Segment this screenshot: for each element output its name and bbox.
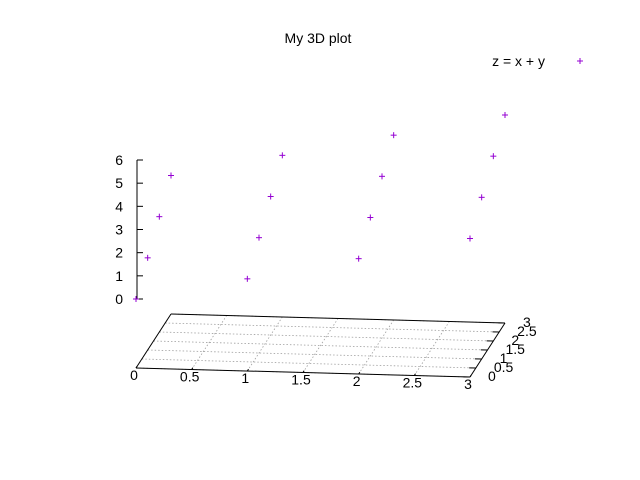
x-tick-mark-0 — [135, 365, 138, 369]
z-tick-label-3: 3 — [115, 222, 123, 238]
data-point-0-3 — [168, 172, 174, 179]
x-tick-label-1: 0.5 — [180, 369, 200, 385]
x-tick-mark-3 — [302, 370, 305, 373]
y-tick-label-5: 2.5 — [517, 323, 537, 339]
data-points — [133, 112, 508, 302]
data-point-0-0 — [133, 296, 139, 302]
x-tick-mark-5 — [413, 373, 416, 376]
y-tick-label-1: 0.5 — [494, 359, 514, 375]
x-tick-label-4: 2 — [353, 373, 361, 389]
y-axis-tick-labels: 00.511.522.53 — [488, 314, 537, 384]
base-back-edge — [170, 313, 506, 324]
data-point-0-15 — [502, 112, 508, 118]
x-tick-mark-6 — [469, 374, 472, 378]
data-point-0-11 — [390, 132, 397, 139]
data-point-0-14 — [490, 153, 497, 160]
data-point-0-5 — [256, 234, 262, 241]
x-axis-tick-labels: 0 0.5 1 1.5 2 2.5 3 — [130, 367, 472, 392]
y-tick-label-0: 0 — [488, 368, 496, 384]
x-tick-mark-4 — [358, 371, 361, 375]
data-point-0-13 — [478, 194, 485, 201]
data-point-0-6 — [267, 193, 274, 200]
y-tick-label-4: 2 — [511, 332, 519, 348]
z-tick-label-5: 5 — [115, 175, 123, 191]
grid-line-x-2 — [246, 316, 283, 372]
grid-line-x-5 — [413, 321, 450, 376]
x-tick-label-2: 1 — [241, 370, 249, 386]
z-tick-label-2: 2 — [115, 245, 123, 261]
z-tick-label-4: 4 — [115, 198, 123, 214]
y-tick-label-6: 3 — [523, 314, 531, 330]
chart-title: My 3D plot — [285, 30, 352, 46]
grid-line-x-1 — [191, 315, 228, 370]
data-point-0-4 — [244, 275, 251, 282]
z-axis-tick-labels: 0 1 2 3 4 5 6 — [115, 152, 123, 307]
z-tick-label-1: 1 — [115, 268, 123, 284]
data-point-0-9 — [367, 214, 374, 221]
x-tick-mark-2 — [246, 368, 249, 372]
x-tick-label-3: 1.5 — [291, 372, 311, 388]
base-left-edge — [135, 313, 172, 369]
legend-marker-plus — [577, 58, 583, 64]
x-tick-mark-1 — [191, 367, 194, 370]
grid-line-x-3 — [302, 318, 339, 373]
legend: z = x + y — [492, 53, 583, 69]
data-point-0-12 — [467, 235, 473, 242]
data-point-0-8 — [355, 255, 362, 262]
data-point-0-1 — [144, 254, 151, 261]
y-tick-label-3: 1.5 — [506, 341, 526, 357]
data-point-0-10 — [379, 173, 385, 180]
data-point-0-2 — [156, 213, 163, 220]
legend-marker — [577, 58, 583, 64]
axes — [135, 159, 506, 378]
legend-label: z = x + y — [492, 53, 545, 69]
y-tick-label-2: 1 — [500, 350, 508, 366]
grid-line-x-4 — [358, 319, 395, 375]
x-tick-label-6: 3 — [464, 376, 472, 392]
z-tick-label-6: 6 — [115, 152, 123, 168]
data-point-0-7 — [279, 152, 286, 159]
x-tick-label-5: 2.5 — [403, 375, 423, 391]
z-tick-label-0: 0 — [115, 291, 123, 307]
x-tick-label-0: 0 — [130, 367, 138, 383]
